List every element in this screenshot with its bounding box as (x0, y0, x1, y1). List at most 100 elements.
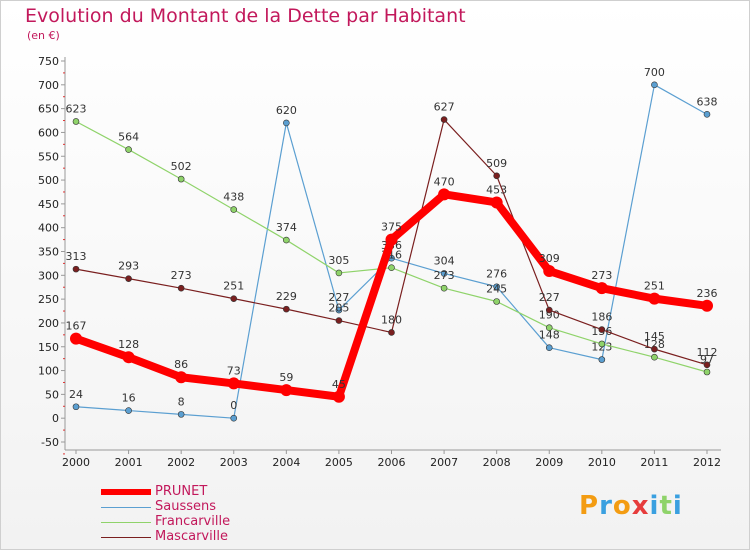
data-point (125, 407, 132, 414)
series-prunet: 167 128 86 73 59 45 375 470 453 309 273 251 236 (66, 175, 718, 403)
y-tick-label: 250 (38, 293, 59, 306)
data-point (651, 81, 658, 89)
y-tick-label: 550 (38, 150, 59, 163)
data-label: 229 (276, 290, 297, 303)
legend-swatch (101, 537, 151, 538)
y-tick-label: -50 (41, 436, 59, 449)
data-point (543, 265, 556, 278)
y-tick-label: 450 (38, 198, 59, 211)
data-point (493, 298, 500, 305)
data-label: 438 (223, 191, 244, 204)
x-tick-label: 2011 (640, 456, 668, 469)
data-point (545, 344, 553, 352)
data-label: 8 (178, 395, 185, 408)
logo-letter: r (599, 491, 613, 521)
data-label: 24 (69, 388, 83, 401)
data-point (440, 284, 448, 292)
y-tick-label: 500 (38, 174, 59, 187)
data-label: 205 (328, 302, 349, 315)
y-tick-label: 650 (38, 103, 59, 116)
data-point (72, 265, 80, 273)
y-tick-label: 300 (38, 269, 59, 282)
y-tick-label: 750 (38, 55, 59, 68)
logo-letter: i (649, 491, 660, 521)
data-label: 16 (122, 392, 136, 405)
data-point (385, 233, 398, 246)
x-tick-label: 2000 (62, 456, 90, 469)
data-point (598, 340, 606, 348)
data-label: 45 (332, 378, 346, 391)
data-point (177, 284, 185, 292)
y-tick-label: 700 (38, 79, 59, 92)
data-point (493, 172, 500, 180)
logo-letter: i (672, 491, 683, 521)
data-point (335, 317, 343, 324)
chart-title: Evolution du Montant de la Dette par Hab… (25, 5, 466, 27)
data-point (230, 206, 238, 213)
data-point (125, 275, 132, 282)
data-label: 375 (381, 221, 402, 234)
series-saussens: 241680620227336304276148123700638 (69, 66, 718, 422)
series-mascarville: 313 293 273 251 229 205 180 627 509 227 186 145 112 (66, 101, 718, 369)
data-point (122, 351, 135, 364)
y-tick-label: 150 (38, 341, 59, 354)
data-label: 128 (644, 338, 665, 351)
data-point (545, 324, 553, 332)
data-point (177, 175, 185, 183)
data-label: 273 (434, 269, 455, 282)
data-point (283, 236, 290, 244)
x-tick-label: 2003 (220, 456, 248, 469)
data-label: 453 (486, 183, 507, 196)
data-label: 627 (434, 101, 455, 114)
data-label: 73 (227, 364, 241, 377)
legend-label: Saussens (155, 499, 217, 514)
y-tick-label: 400 (38, 222, 59, 235)
data-point (177, 411, 185, 418)
legend-swatch (101, 489, 151, 495)
data-point (595, 282, 608, 295)
data-point (283, 305, 290, 313)
data-point (598, 356, 606, 363)
data-label: 623 (66, 102, 87, 115)
data-point (545, 306, 553, 314)
data-point (438, 188, 451, 201)
data-point (335, 269, 343, 277)
data-point (332, 390, 345, 403)
data-point (72, 403, 80, 411)
data-label: 59 (279, 371, 293, 384)
data-label: 305 (328, 254, 349, 267)
data-label: 509 (486, 157, 507, 170)
legend-label: Francarville (155, 514, 231, 529)
x-tick-label: 2005 (325, 456, 353, 469)
data-point (388, 329, 395, 336)
data-label: 251 (644, 280, 665, 293)
data-label: 304 (434, 254, 455, 267)
data-point (440, 116, 448, 123)
data-point (227, 377, 240, 390)
data-point (701, 299, 713, 312)
data-label: 276 (486, 268, 507, 281)
data-point (440, 270, 448, 277)
data-point (280, 384, 293, 397)
data-point (283, 119, 290, 127)
legend-swatch (101, 507, 151, 508)
data-label: 236 (697, 287, 718, 300)
x-tick-label: 2001 (115, 456, 143, 469)
data-label: 564 (118, 131, 139, 144)
x-tick-label: 2002 (167, 456, 195, 469)
proxiti-logo: Proxiti (579, 491, 683, 521)
data-label: 273 (171, 269, 192, 282)
data-label: 620 (276, 104, 297, 117)
data-label: 502 (171, 160, 192, 173)
data-point (598, 326, 606, 333)
data-point (703, 368, 711, 376)
data-label: 227 (539, 291, 560, 304)
data-point (490, 196, 503, 209)
data-point (703, 111, 711, 118)
y-tick-label: 0 (52, 412, 59, 425)
data-label: 374 (276, 221, 297, 234)
data-point (651, 353, 658, 361)
y-tick-label: 100 (38, 365, 59, 378)
